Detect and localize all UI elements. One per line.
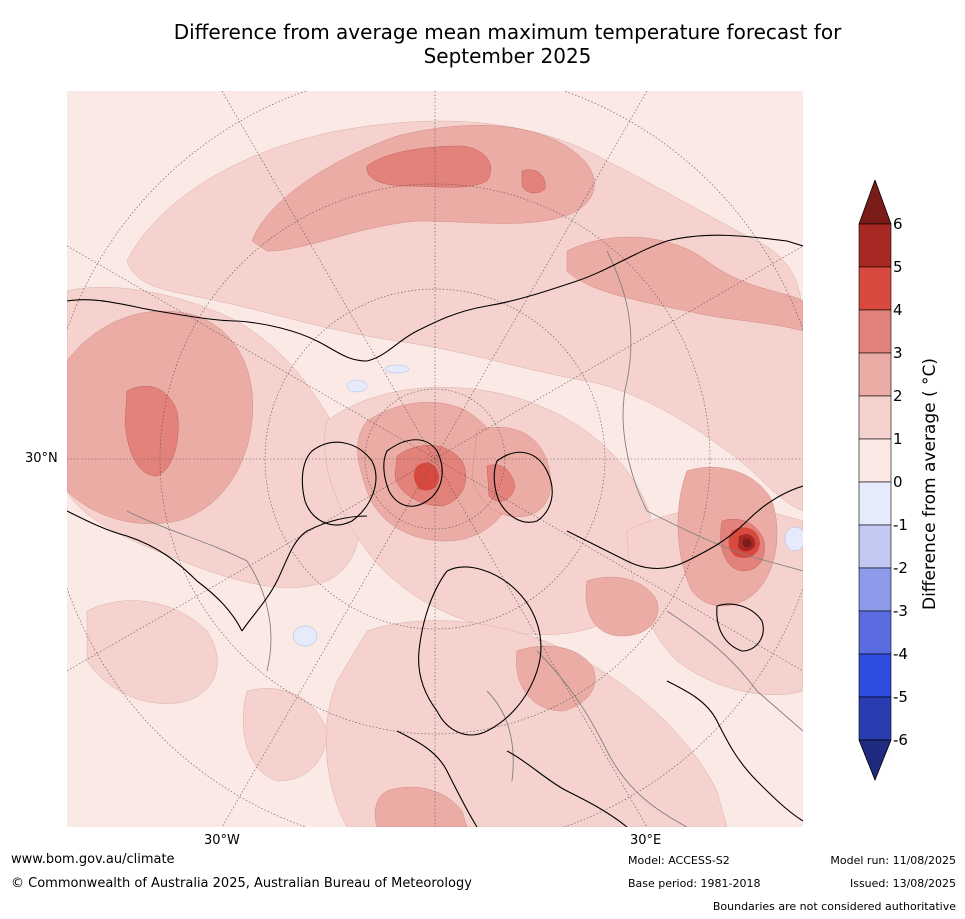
colorbar-bins bbox=[858, 223, 892, 741]
colorbar-bin bbox=[858, 567, 892, 612]
colorbar-bin bbox=[858, 481, 892, 526]
title-line-2: September 2025 bbox=[423, 44, 592, 68]
colorbar-tick-label: 6 bbox=[893, 215, 903, 233]
colorbar-tick-label: 3 bbox=[893, 344, 903, 362]
title-line-1: Difference from average mean maximum tem… bbox=[173, 20, 842, 44]
colorbar-tick-label: -5 bbox=[893, 688, 908, 706]
forecast-map bbox=[67, 91, 803, 827]
colorbar-under-arrow bbox=[858, 739, 892, 782]
colorbar bbox=[858, 180, 892, 782]
colorbar-tick-label: 4 bbox=[893, 301, 903, 319]
colorbar-tick-label: 2 bbox=[893, 387, 903, 405]
colorbar-bin bbox=[858, 524, 892, 569]
colorbar-bin bbox=[858, 266, 892, 311]
colorbar-bin bbox=[858, 395, 892, 440]
colorbar-bin bbox=[858, 309, 892, 354]
colorbar-tick-label: 1 bbox=[893, 430, 903, 448]
colorbar-bin bbox=[858, 610, 892, 655]
lon-label-30e: 30°E bbox=[630, 833, 662, 848]
footer-website[interactable]: www.bom.gov.au/climate bbox=[11, 852, 175, 867]
colorbar-label: Difference from average ( °C) bbox=[920, 357, 940, 611]
lat-label-30n: 30°N bbox=[25, 451, 58, 466]
country-borders bbox=[126, 250, 803, 827]
footer-model: Model: ACCESS-S2 bbox=[628, 854, 730, 867]
colorbar-tick-label: -6 bbox=[893, 731, 908, 749]
footer-disclaimer: Boundaries are not considered authoritat… bbox=[712, 900, 956, 913]
colorbar-tick-label: 0 bbox=[893, 473, 903, 491]
colorbar-tick-label: -3 bbox=[893, 602, 908, 620]
anomaly-4-plus-layer bbox=[413, 462, 760, 558]
colorbar-tick-label: 5 bbox=[893, 258, 903, 276]
footer-copyright: © Commonwealth of Australia 2025, Austra… bbox=[11, 876, 472, 891]
colorbar-tick-label: -1 bbox=[893, 516, 908, 534]
graticule bbox=[67, 91, 803, 827]
colorbar-bin bbox=[858, 352, 892, 397]
colorbar-bin bbox=[858, 223, 892, 268]
footer-base-period: Base period: 1981-2018 bbox=[628, 877, 761, 890]
colorbar-bin bbox=[858, 438, 892, 483]
colorbar-bin bbox=[858, 696, 892, 741]
anomaly-0-m1-layer bbox=[292, 364, 803, 647]
colorbar-tick-label: -4 bbox=[893, 645, 908, 663]
footer-model-run: Model run: 11/08/2025 bbox=[830, 854, 956, 867]
footer-issued: Issued: 13/08/2025 bbox=[849, 877, 956, 890]
colorbar-over-arrow bbox=[858, 180, 892, 225]
map-title: Difference from average mean maximum tem… bbox=[60, 20, 955, 68]
colorbar-bin bbox=[858, 653, 892, 698]
lon-label-30w: 30°W bbox=[204, 833, 240, 848]
coastlines bbox=[67, 234, 803, 827]
colorbar-tick-label: -2 bbox=[893, 559, 908, 577]
